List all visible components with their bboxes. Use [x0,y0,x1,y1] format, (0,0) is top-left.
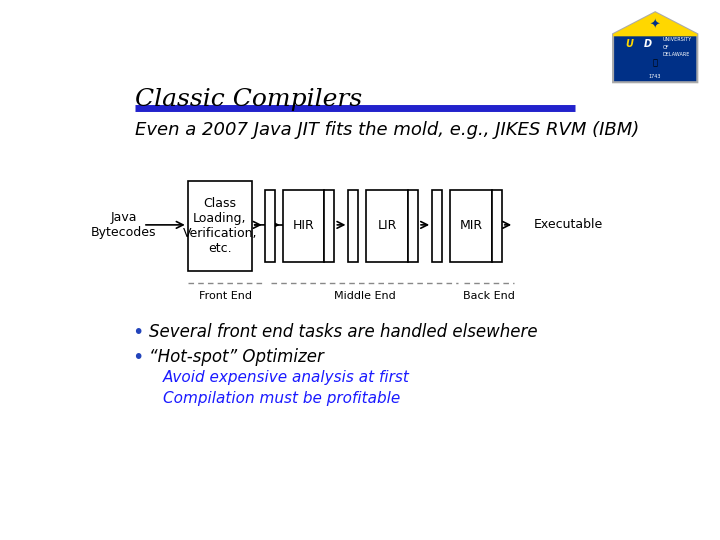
Text: LIR: LIR [377,219,397,232]
Text: Several front end tasks are handled elsewhere: Several front end tasks are handled else… [148,322,537,341]
Text: Classic Compilers: Classic Compilers [135,87,362,111]
Bar [408,190,418,262]
Text: Front End: Front End [199,292,252,301]
Text: D: D [644,38,652,49]
Bar [265,190,275,262]
Bar [348,190,359,262]
Text: Avoid expensive analysis at first: Avoid expensive analysis at first [163,370,410,386]
Text: Compilation must be profitable: Compilation must be profitable [163,391,400,406]
Bar [324,190,334,262]
Text: •: • [132,348,143,367]
Bar [366,190,408,262]
Bar [492,190,502,262]
Text: MIR: MIR [459,219,482,232]
Text: OF: OF [662,45,669,50]
Polygon shape [613,12,697,82]
Text: •: • [132,322,143,342]
Text: 1743: 1743 [649,74,662,79]
Text: ✦: ✦ [650,19,660,32]
Bar [188,181,252,271]
Text: Even a 2007 Java JIT fits the mold, e.g., JIKES RVM (IBM): Even a 2007 Java JIT fits the mold, e.g.… [135,121,639,139]
Text: Class
Loading,
Verification,
etc.: Class Loading, Verification, etc. [182,197,257,255]
Text: Back End: Back End [463,292,515,301]
Text: U: U [625,38,633,49]
Text: “Hot-spot” Optimizer: “Hot-spot” Optimizer [148,348,323,366]
Polygon shape [613,12,697,36]
Text: HIR: HIR [292,219,315,232]
Text: Java
Bytecodes: Java Bytecodes [91,211,156,239]
Text: UNIVERSITY: UNIVERSITY [662,37,692,43]
Text: DELAWARE: DELAWARE [662,52,690,57]
Bar [432,190,442,262]
Bar [450,190,492,262]
Text: Executable: Executable [534,218,603,231]
Text: 📖: 📖 [653,59,657,68]
Bar [282,190,324,262]
Text: Middle End: Middle End [334,292,396,301]
